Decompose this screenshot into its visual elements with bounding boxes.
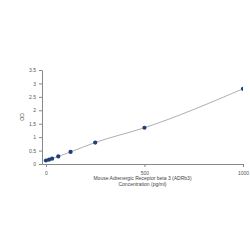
data-layer (44, 87, 243, 163)
y-axis: 0 0.5 1 1.5 2 2.5 3 3.5 (29, 67, 42, 167)
chart: 0 500 1000 0 0.5 1 1.5 2 2.5 3 3.5 Mouse Adrenergic… (0, 0, 250, 250)
y-tick: 2 (33, 107, 42, 113)
y-tick-label: 3 (33, 81, 36, 87)
y-tick-mark (39, 97, 42, 98)
x-tick: 500 (141, 164, 150, 176)
x-axis-title: Mouse Adrenergic Receptor beta 3 (ADRb3)… (93, 175, 191, 187)
y-tick: 3 (33, 81, 42, 87)
x-tick-mark (144, 164, 145, 167)
y-axis-line (42, 71, 43, 165)
y-tick-label: 2 (33, 107, 36, 113)
x-axis: 0 500 1000 (43, 164, 250, 176)
x-tick: 0 (45, 164, 48, 176)
y-tick-mark (39, 151, 42, 152)
x-tick-mark (46, 164, 47, 167)
y-tick: 1.5 (29, 121, 42, 127)
y-tick: 2.5 (29, 94, 42, 100)
x-axis-line (43, 164, 244, 165)
y-tick-label: 2.5 (29, 94, 36, 100)
y-tick-mark (39, 110, 42, 111)
y-tick-label: 1.5 (29, 121, 36, 127)
y-tick-label: 0.5 (29, 148, 36, 154)
y-tick-mark (39, 137, 42, 138)
chart-container: 0 500 1000 0 0.5 1 1.5 2 2.5 3 3.5 Mouse Adrenergic… (0, 0, 250, 250)
data-point (56, 154, 60, 158)
y-tick-label: 3.5 (29, 67, 36, 73)
plot: 0 500 1000 0 0.5 1 1.5 2 2.5 3 3.5 (29, 67, 249, 175)
data-point (142, 126, 146, 130)
y-tick-mark (39, 70, 42, 71)
y-tick-mark (39, 164, 42, 165)
y-tick-mark (39, 83, 42, 84)
x-tick-label: 1000 (238, 170, 249, 176)
x-tick-mark (243, 164, 244, 167)
data-point (241, 87, 243, 91)
x-tick: 1000 (238, 164, 249, 176)
data-point (50, 157, 54, 161)
y-tick-label: 1 (33, 134, 36, 140)
data-point (68, 150, 72, 154)
x-axis-title-line: Concentration (pg/ml) (118, 181, 166, 187)
y-tick: 0 (33, 161, 42, 167)
fit-line (46, 89, 243, 161)
x-tick-label: 0 (45, 170, 48, 176)
y-tick: 1 (33, 134, 42, 140)
y-tick: 3.5 (29, 67, 42, 73)
y-tick-mark (39, 124, 42, 125)
y-tick-label: 0 (33, 161, 36, 167)
y-tick: 0.5 (29, 148, 42, 154)
data-point (93, 140, 97, 144)
y-axis-title: OD (19, 113, 25, 121)
